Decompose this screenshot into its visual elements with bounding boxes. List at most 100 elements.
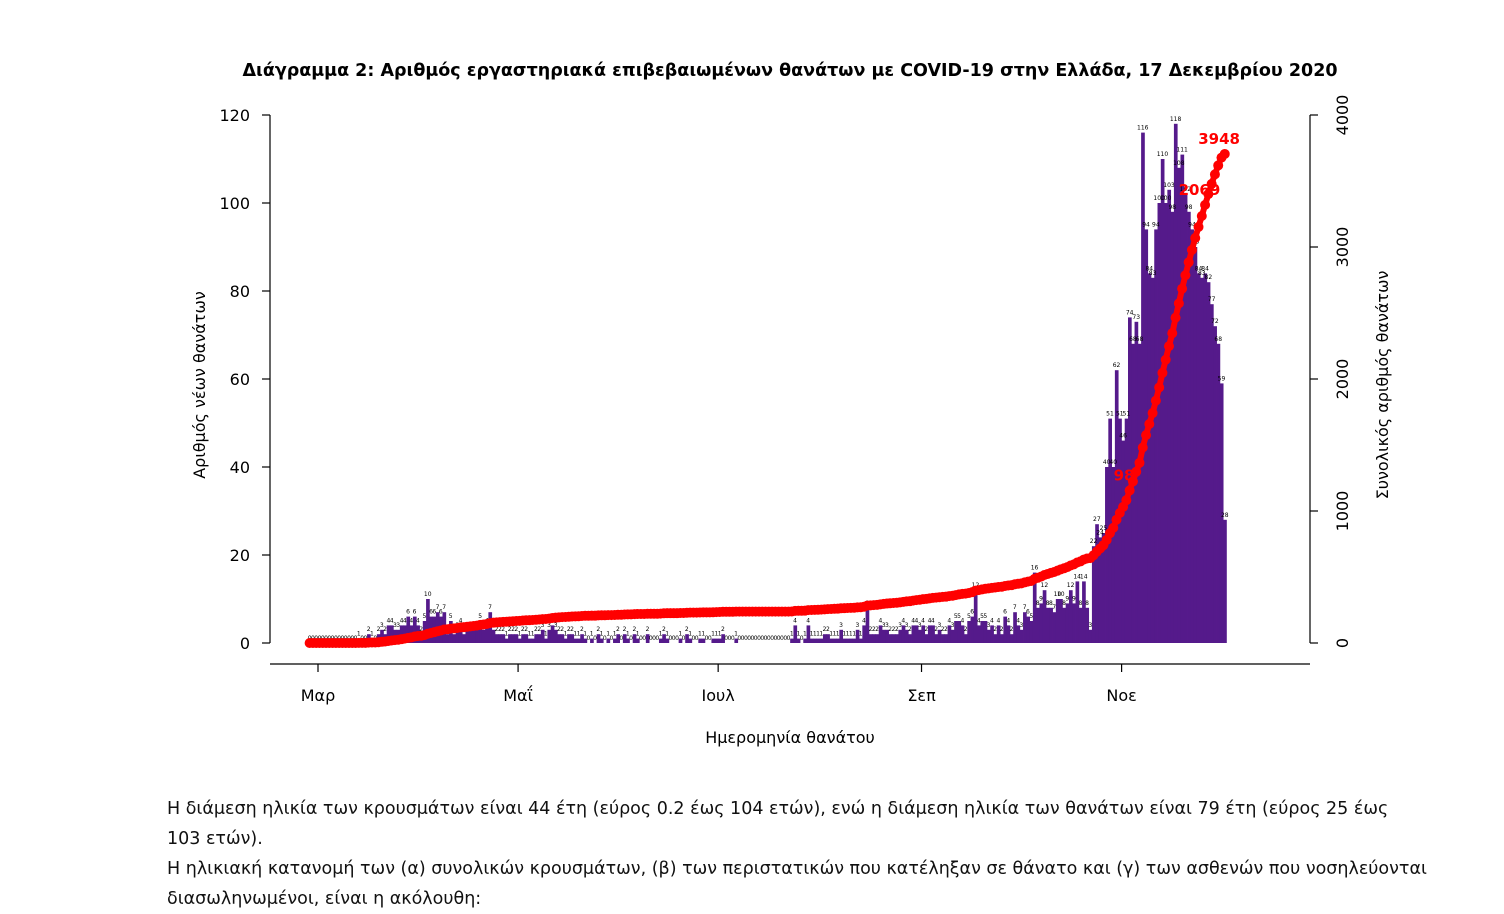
cumulative-point [1124,485,1135,496]
bar [1072,603,1076,643]
caption-line-1: Η διάμεση ηλικία των κρουσμάτων είναι 44… [167,799,1389,849]
bar-value-label: 24 [1096,529,1104,536]
bar-value-label: 3 [839,622,843,629]
bar-value-label: 4 [409,617,413,624]
bar [576,638,581,643]
bar-value-label: 1 [370,631,374,638]
bar-value-label: 4 [901,617,905,624]
bar [1187,211,1191,644]
caption: Η διάμεση ηλικία των κρουσμάτων είναι 44… [167,794,1427,914]
bar-value-label: 5 [449,613,453,620]
bar-value-label: 16 [1031,565,1039,572]
bar [570,634,575,643]
bar [1190,229,1194,643]
bar-value-label: 7 [1023,604,1027,611]
bar-value-label: 84 [1145,265,1153,272]
bar-value-label: 4 [911,617,915,624]
bar [950,629,955,643]
bar-value-label: 1 [803,631,807,638]
cumulative-point [1183,257,1194,268]
bar-value-label: 3 [393,622,397,629]
bar [1032,572,1037,643]
bar-value-label: 0 [737,635,741,642]
bar [1085,607,1090,643]
bar-value-label: 2 [560,626,564,633]
bar-value-label: 4 [947,617,951,624]
bar [934,634,939,643]
bar-value-label: 2 [419,626,423,633]
bar [658,638,663,643]
bar [898,629,903,643]
bar [540,629,545,643]
cumulative-point [1200,199,1211,210]
bar [862,625,866,643]
bar-value-label: 10 [1057,591,1065,598]
bar-value-label: 3 [547,622,551,629]
bar [790,638,794,643]
bar [1193,247,1198,643]
bar [1164,203,1168,643]
bar-value-label: 1 [531,631,535,638]
bar-value-label: 2 [993,626,997,633]
bar-value-label: 6 [970,609,974,616]
bar [1082,581,1086,643]
bar-value-label: 0 [764,635,768,642]
bar [819,638,824,643]
bar [481,629,486,643]
bar [494,634,499,643]
cumulative-point [1144,419,1155,430]
bar [1203,273,1208,643]
bar-value-label: 22 [1090,538,1098,545]
bar [531,638,535,643]
bar [714,638,719,643]
bar [986,629,991,643]
bar [1046,607,1050,643]
cumulative-point [1108,522,1119,533]
bar-value-label: 2 [524,626,528,633]
y-tick-label: 100 [219,194,250,213]
bar [1068,590,1073,643]
bar-value-label: 83 [1149,270,1157,277]
bar-value-label: 1 [564,631,568,638]
bar-value-label: 2 [537,626,541,633]
bar [809,638,814,643]
bar [688,638,693,643]
bar [941,634,945,643]
bar [793,625,798,643]
bar-value-label: 1 [573,631,577,638]
bar [924,634,929,643]
bar-value-label: 0 [609,635,613,642]
bar [918,629,922,643]
bar [386,625,391,643]
bar [1003,616,1008,643]
bar [816,638,821,643]
bar-value-label: 0 [754,635,758,642]
bar [1183,194,1188,643]
bar-value-label: 118 [1170,116,1182,123]
bar [895,634,899,643]
bar-value-label: 2 [1000,626,1004,633]
bar [1013,612,1017,643]
bar [1216,343,1221,643]
bar-value-label: 40 [1109,459,1117,466]
cumulative-line [304,148,1230,648]
cumulative-point [1180,270,1191,281]
bar [908,634,912,643]
bar-value-label: 0 [767,635,771,642]
bar [544,638,548,643]
bar [537,634,542,643]
bar [1219,383,1224,643]
bar-value-label: 68 [1214,336,1222,343]
bar [698,638,702,643]
bar-value-label: 4 [977,617,981,624]
bar-value-label: 1 [829,631,833,638]
bar-value-label: 111 [1176,147,1188,154]
bar-value-label: 4 [931,617,935,624]
bar-value-label: 1 [810,631,814,638]
bar-value-label: 0 [724,635,728,642]
bar [734,638,739,643]
bar-value-label: 0 [783,635,787,642]
bar-value-label: 51 [1116,411,1124,418]
bar-value-label: 3 [951,622,955,629]
cumulative-point [1190,233,1201,244]
